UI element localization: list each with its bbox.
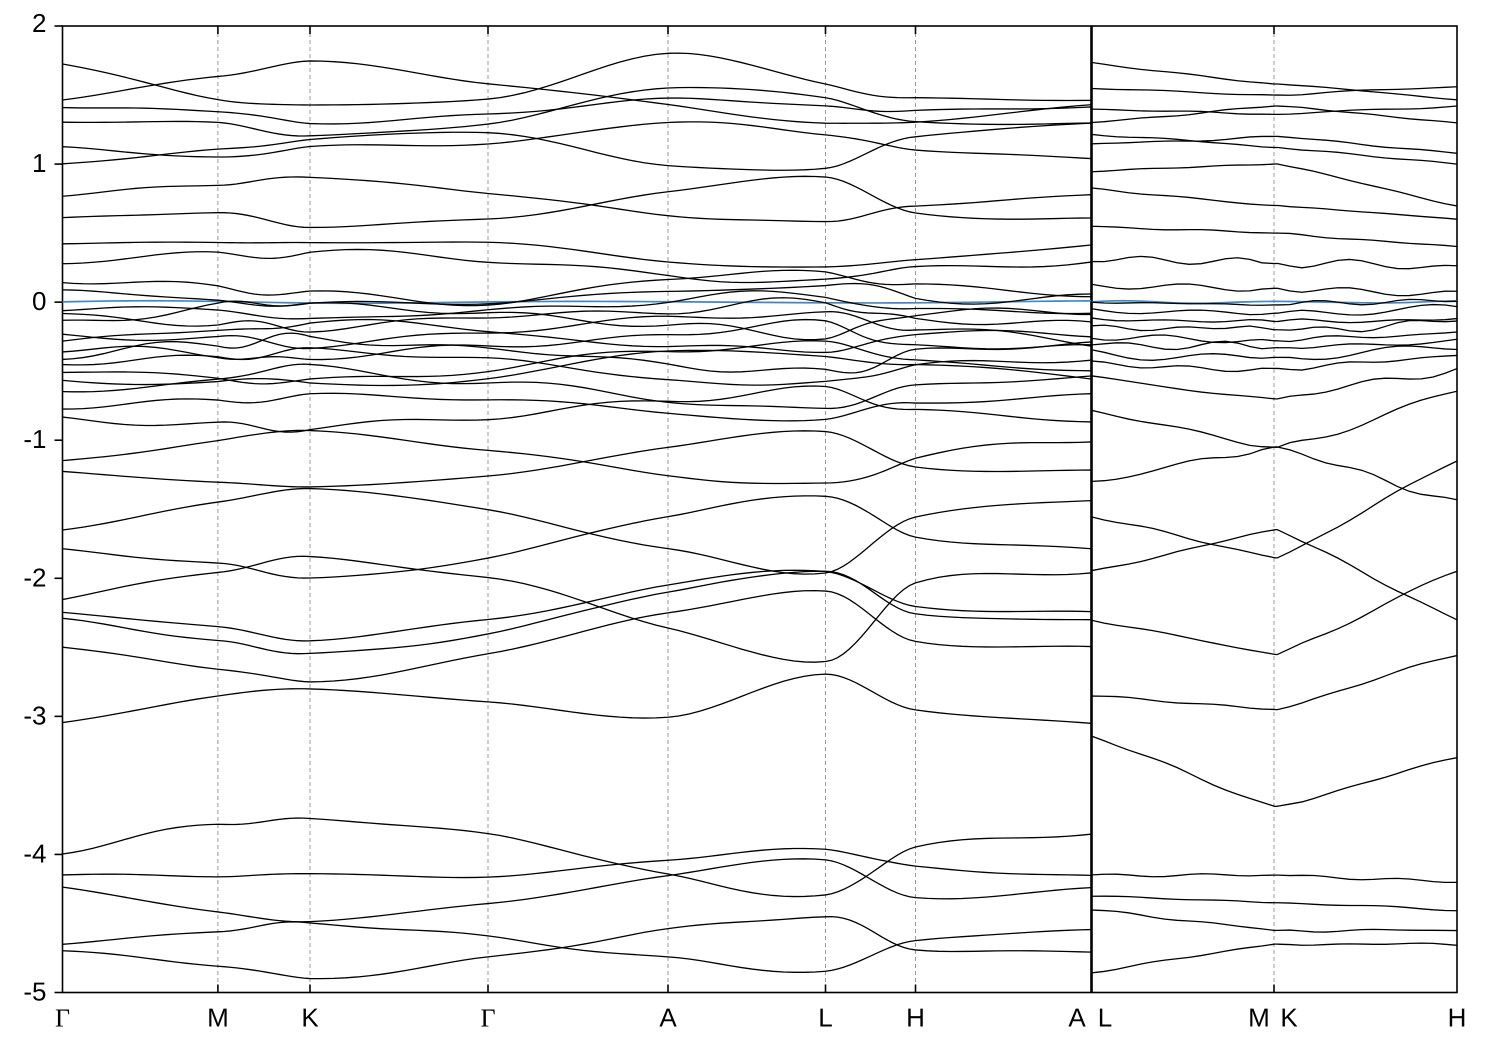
- svg-text:K: K: [1280, 1003, 1298, 1033]
- svg-text:A: A: [1068, 1003, 1086, 1033]
- svg-text:1: 1: [32, 148, 46, 178]
- svg-text:-1: -1: [23, 424, 46, 454]
- svg-text:L: L: [818, 1003, 832, 1033]
- svg-text:M: M: [1248, 1003, 1270, 1033]
- svg-text:0: 0: [32, 286, 46, 316]
- svg-text:M: M: [207, 1003, 229, 1033]
- svg-text:-4: -4: [23, 838, 46, 868]
- svg-text:L: L: [1098, 1003, 1112, 1033]
- svg-text:A: A: [659, 1003, 677, 1033]
- svg-text:H: H: [1448, 1003, 1467, 1033]
- svg-text:Γ: Γ: [480, 1004, 495, 1033]
- svg-text:-2: -2: [23, 562, 46, 592]
- svg-text:-3: -3: [23, 700, 46, 730]
- svg-text:K: K: [301, 1003, 319, 1033]
- svg-text:2: 2: [32, 8, 46, 38]
- svg-text:-5: -5: [23, 977, 46, 1007]
- svg-text:H: H: [906, 1003, 925, 1033]
- svg-text:Γ: Γ: [55, 1004, 70, 1033]
